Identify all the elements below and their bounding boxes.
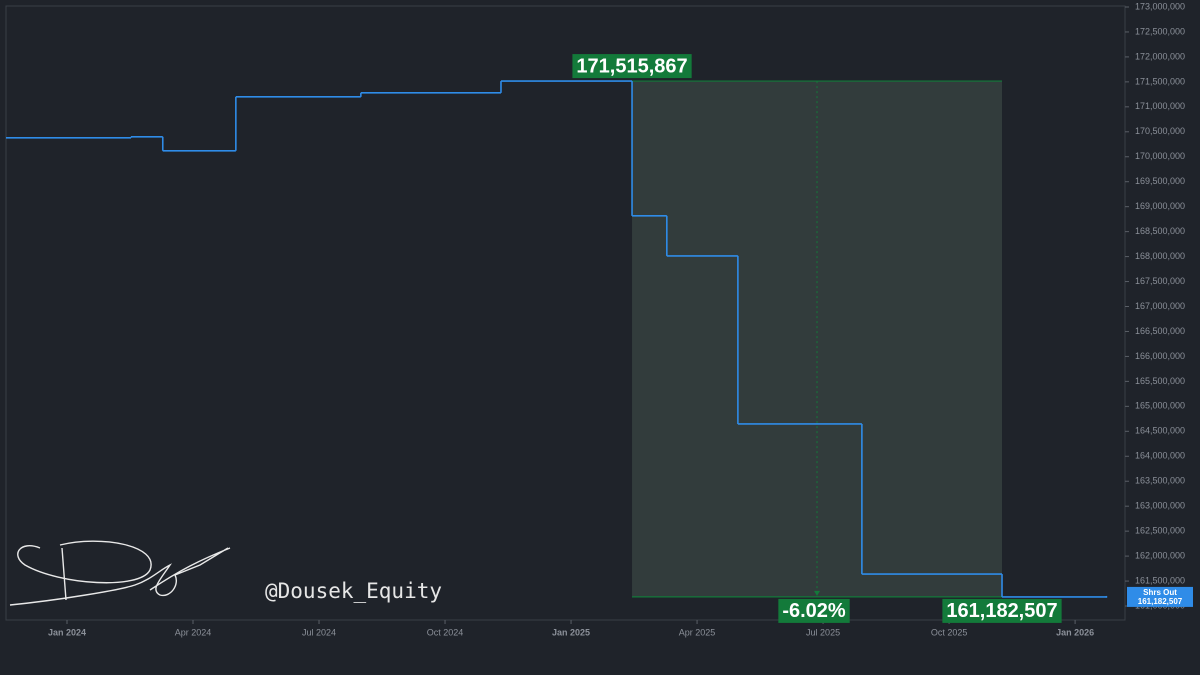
y-tick-label: 161,500,000 <box>1135 575 1185 585</box>
measure-range <box>632 81 1003 597</box>
y-tick-label: 162,000,000 <box>1135 550 1185 560</box>
y-tick-label: 165,500,000 <box>1135 376 1185 386</box>
y-tick-label: 164,000,000 <box>1135 451 1185 461</box>
y-tick-label: 163,500,000 <box>1135 476 1185 486</box>
y-tick-label: 171,500,000 <box>1135 76 1185 86</box>
end-label: 161,182,507 <box>946 600 1057 622</box>
change-label-box <box>778 598 850 623</box>
signature <box>9 540 231 606</box>
last-value-tag <box>1127 586 1193 607</box>
y-tick-label: 162,500,000 <box>1135 526 1185 536</box>
y-tick-label: 170,000,000 <box>1135 151 1185 161</box>
y-tick-label: 172,500,000 <box>1135 26 1185 36</box>
start-label: 171,515,867 <box>576 55 687 77</box>
y-tick-label: 173,000,000 <box>1135 1 1185 11</box>
x-tick-label: Oct 2024 <box>427 627 464 637</box>
y-tick-label: 167,000,000 <box>1135 301 1185 311</box>
x-tick-label: Apr 2024 <box>175 627 212 637</box>
end-label-box <box>942 598 1062 623</box>
y-tick-label: 167,500,000 <box>1135 276 1185 286</box>
y-tick-label: 166,000,000 <box>1135 351 1185 361</box>
change-label: -6.02% <box>782 600 846 622</box>
y-tick-label: 171,000,000 <box>1135 101 1185 111</box>
y-tick-label: 163,000,000 <box>1135 501 1185 511</box>
watermark: @Dousek_Equity <box>265 579 442 603</box>
y-tick-label: 170,500,000 <box>1135 126 1185 136</box>
y-tick-label: 166,500,000 <box>1135 326 1185 336</box>
x-tick-label: Jan 2024 <box>48 627 86 637</box>
y-tick-label: 168,500,000 <box>1135 226 1185 236</box>
x-tick-label: Jul 2024 <box>302 627 336 637</box>
measure-arrow <box>814 590 821 596</box>
x-tick-label: Jan 2026 <box>1056 627 1094 637</box>
x-tick-label: Oct 2025 <box>931 627 968 637</box>
last-value-label: 161,182,507 <box>1138 597 1183 606</box>
x-tick-label: Jan 2025 <box>552 627 590 637</box>
legend-entry: Shrs Out <box>1143 588 1177 597</box>
y-tick-label: 165,000,000 <box>1135 401 1185 411</box>
y-tick-label: 164,500,000 <box>1135 426 1185 436</box>
plot-frame <box>5 5 1126 621</box>
start-label-box <box>572 54 692 79</box>
y-tick-label: 169,000,000 <box>1135 201 1185 211</box>
y-tick-label: 172,000,000 <box>1135 51 1185 61</box>
x-tick-label: Jul 2025 <box>806 627 840 637</box>
y-tick-label: 169,500,000 <box>1135 176 1185 186</box>
line-end <box>1105 595 1108 598</box>
x-tick-label: Apr 2025 <box>679 627 716 637</box>
y-tick-label: 168,000,000 <box>1135 251 1185 261</box>
